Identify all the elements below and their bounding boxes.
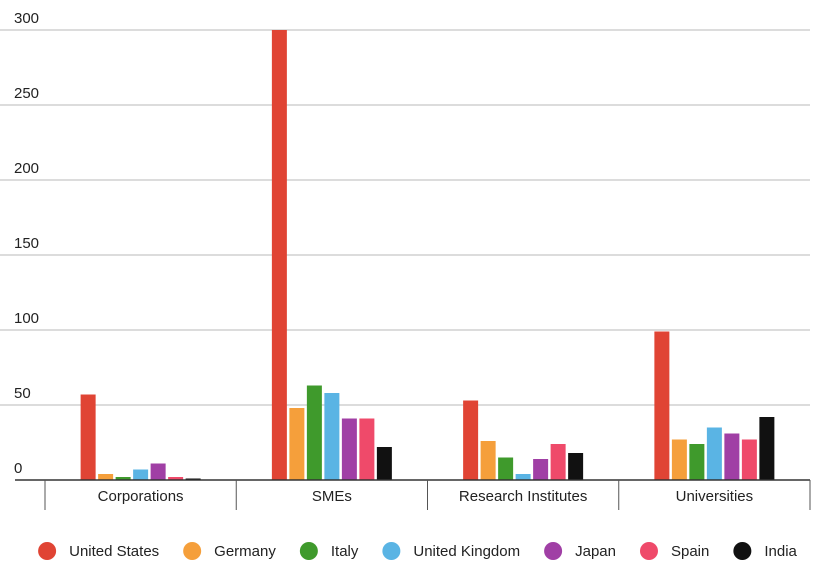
bar: [498, 457, 514, 480]
legend-label: India: [764, 543, 797, 560]
y-tick-label: 200: [14, 160, 39, 177]
bar: [359, 418, 375, 480]
bar: [463, 400, 479, 480]
bar: [724, 433, 740, 480]
gridlines: [0, 29, 810, 406]
bar: [689, 444, 705, 480]
bar: [115, 477, 131, 480]
bar: [150, 463, 166, 480]
category-label: Corporations: [98, 488, 184, 505]
bar: [533, 459, 549, 480]
y-tick-label: 150: [14, 235, 39, 252]
x-axis: Corporations SMEs Research Institutes Unive…: [15, 479, 811, 510]
legend-label: United States: [69, 543, 159, 560]
bar: [306, 385, 322, 480]
bar: [168, 477, 184, 480]
y-tick-label: 300: [14, 10, 39, 27]
legend-item: United Kingdom: [382, 542, 520, 560]
legend-swatch: [544, 542, 563, 560]
bar: [671, 439, 687, 480]
bar: [706, 427, 722, 480]
bar: [80, 394, 96, 480]
legend-item: Spain: [639, 542, 709, 560]
bar: [515, 474, 531, 480]
legend-label: Spain: [671, 543, 709, 560]
legend-swatch: [38, 542, 57, 560]
bar: [759, 417, 775, 480]
legend-item: India: [733, 542, 798, 560]
legend-item: United States: [38, 542, 159, 560]
legend-swatch: [733, 542, 752, 560]
bar: [289, 408, 305, 480]
legend-label: Italy: [331, 543, 359, 560]
bars: [80, 30, 775, 480]
bar: [568, 453, 584, 480]
legend-item: Germany: [183, 542, 276, 560]
bar: [98, 474, 114, 480]
y-tick-label: 250: [14, 85, 39, 102]
legend: United States Germany Italy United Kingdom J…: [38, 542, 798, 560]
bar: [480, 441, 496, 480]
bar: [550, 444, 566, 480]
y-tick-label: 50: [14, 385, 31, 402]
legend-swatch: [639, 542, 658, 560]
category-label: SMEs: [312, 488, 352, 505]
legend-swatch: [299, 542, 318, 560]
bar: [741, 439, 757, 480]
legend-swatch: [382, 542, 401, 560]
y-tick-label: 100: [14, 310, 39, 327]
y-tick-label: 0: [14, 460, 22, 477]
bar: [376, 447, 392, 480]
bar: [654, 331, 670, 480]
legend-swatch: [183, 542, 202, 560]
legend-label: Germany: [214, 543, 276, 560]
legend-item: Italy: [299, 542, 359, 560]
legend-label: Japan: [575, 543, 616, 560]
category-label: Research Institutes: [459, 488, 587, 505]
bar: [324, 393, 340, 480]
bar: [133, 469, 149, 480]
bar: [341, 418, 357, 480]
legend-label: United Kingdom: [413, 543, 520, 560]
legend-item: Japan: [544, 542, 616, 560]
bar: [271, 30, 287, 480]
category-label: Universities: [676, 488, 754, 505]
y-axis-ticks: 0 50 100 150 200 250 300: [14, 10, 39, 477]
